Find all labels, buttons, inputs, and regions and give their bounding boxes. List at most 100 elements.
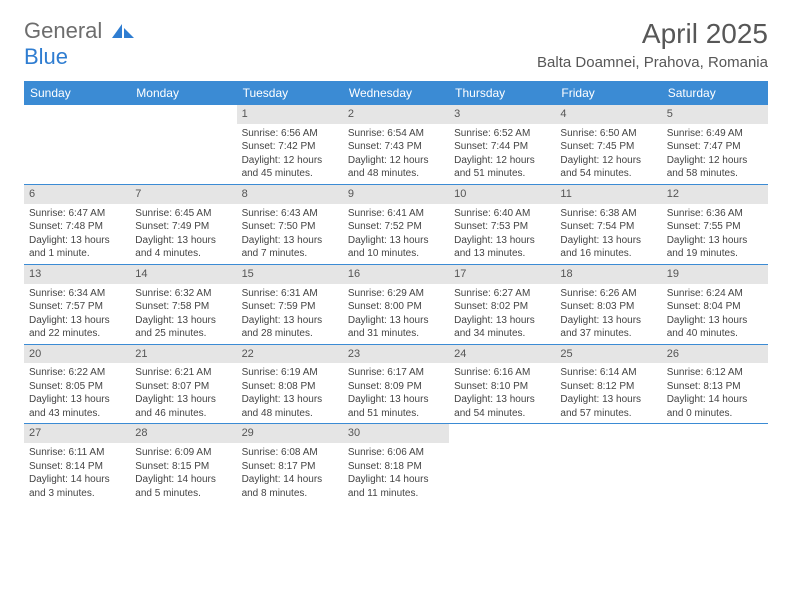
sunrise-text: Sunrise: 6:09 AM xyxy=(135,446,231,460)
sunrise-text: Sunrise: 6:36 AM xyxy=(667,207,763,221)
day-body: Sunrise: 6:31 AMSunset: 7:59 PMDaylight:… xyxy=(237,284,343,344)
day-number: 7 xyxy=(130,185,236,204)
sunset-text: Sunset: 7:57 PM xyxy=(29,300,125,314)
day-body: Sunrise: 6:34 AMSunset: 7:57 PMDaylight:… xyxy=(24,284,130,344)
day-cell: 22Sunrise: 6:19 AMSunset: 8:08 PMDayligh… xyxy=(237,345,343,424)
day-number: 17 xyxy=(449,265,555,284)
day-cell: 27Sunrise: 6:11 AMSunset: 8:14 PMDayligh… xyxy=(24,424,130,503)
sunset-text: Sunset: 8:05 PM xyxy=(29,380,125,394)
logo-word2: Blue xyxy=(24,44,68,69)
day-number: 24 xyxy=(449,345,555,364)
daylight-text: Daylight: 13 hours and 40 minutes. xyxy=(667,314,763,341)
sunrise-text: Sunrise: 6:41 AM xyxy=(348,207,444,221)
daylight-text: Daylight: 14 hours and 3 minutes. xyxy=(29,473,125,500)
logo-text: General Blue xyxy=(24,18,134,70)
sunrise-text: Sunrise: 6:40 AM xyxy=(454,207,550,221)
sunset-text: Sunset: 8:04 PM xyxy=(667,300,763,314)
weeks-container: 1Sunrise: 6:56 AMSunset: 7:42 PMDaylight… xyxy=(24,105,768,503)
daylight-text: Daylight: 13 hours and 4 minutes. xyxy=(135,234,231,261)
sunrise-text: Sunrise: 6:24 AM xyxy=(667,287,763,301)
location-text: Balta Doamnei, Prahova, Romania xyxy=(537,54,768,71)
day-number: 30 xyxy=(343,424,449,443)
sunrise-text: Sunrise: 6:22 AM xyxy=(29,366,125,380)
day-body: Sunrise: 6:52 AMSunset: 7:44 PMDaylight:… xyxy=(449,124,555,184)
day-body: Sunrise: 6:22 AMSunset: 8:05 PMDaylight:… xyxy=(24,363,130,423)
day-cell: 7Sunrise: 6:45 AMSunset: 7:49 PMDaylight… xyxy=(130,185,236,264)
dow-friday: Friday xyxy=(555,81,661,105)
sunset-text: Sunset: 8:07 PM xyxy=(135,380,231,394)
day-cell: 10Sunrise: 6:40 AMSunset: 7:53 PMDayligh… xyxy=(449,185,555,264)
sunset-text: Sunset: 8:03 PM xyxy=(560,300,656,314)
day-number: 25 xyxy=(555,345,661,364)
day-cell: 8Sunrise: 6:43 AMSunset: 7:50 PMDaylight… xyxy=(237,185,343,264)
sunrise-text: Sunrise: 6:06 AM xyxy=(348,446,444,460)
sunset-text: Sunset: 8:13 PM xyxy=(667,380,763,394)
day-number: 23 xyxy=(343,345,449,364)
day-cell: 4Sunrise: 6:50 AMSunset: 7:45 PMDaylight… xyxy=(555,105,661,184)
day-cell: 13Sunrise: 6:34 AMSunset: 7:57 PMDayligh… xyxy=(24,265,130,344)
day-body: Sunrise: 6:49 AMSunset: 7:47 PMDaylight:… xyxy=(662,124,768,184)
day-body: Sunrise: 6:56 AMSunset: 7:42 PMDaylight:… xyxy=(237,124,343,184)
daylight-text: Daylight: 13 hours and 7 minutes. xyxy=(242,234,338,261)
sunset-text: Sunset: 8:00 PM xyxy=(348,300,444,314)
daylight-text: Daylight: 13 hours and 37 minutes. xyxy=(560,314,656,341)
day-cell: 15Sunrise: 6:31 AMSunset: 7:59 PMDayligh… xyxy=(237,265,343,344)
week-row: 6Sunrise: 6:47 AMSunset: 7:48 PMDaylight… xyxy=(24,185,768,265)
day-number: 10 xyxy=(449,185,555,204)
sunset-text: Sunset: 7:45 PM xyxy=(560,140,656,154)
day-number: 4 xyxy=(555,105,661,124)
daylight-text: Daylight: 13 hours and 28 minutes. xyxy=(242,314,338,341)
day-number: 9 xyxy=(343,185,449,204)
daylight-text: Daylight: 13 hours and 22 minutes. xyxy=(29,314,125,341)
day-number: 21 xyxy=(130,345,236,364)
sunrise-text: Sunrise: 6:17 AM xyxy=(348,366,444,380)
day-number: 16 xyxy=(343,265,449,284)
day-number: 26 xyxy=(662,345,768,364)
day-cell xyxy=(449,424,555,503)
dow-sunday: Sunday xyxy=(24,81,130,105)
sunset-text: Sunset: 8:09 PM xyxy=(348,380,444,394)
sunrise-text: Sunrise: 6:52 AM xyxy=(454,127,550,141)
day-number: 11 xyxy=(555,185,661,204)
daylight-text: Daylight: 13 hours and 16 minutes. xyxy=(560,234,656,261)
day-number: 27 xyxy=(24,424,130,443)
day-cell: 21Sunrise: 6:21 AMSunset: 8:07 PMDayligh… xyxy=(130,345,236,424)
sunset-text: Sunset: 8:14 PM xyxy=(29,460,125,474)
calendar-page: General Blue April 2025 Balta Doamnei, P… xyxy=(0,0,792,521)
daylight-text: Daylight: 12 hours and 48 minutes. xyxy=(348,154,444,181)
daylight-text: Daylight: 13 hours and 46 minutes. xyxy=(135,393,231,420)
day-cell: 19Sunrise: 6:24 AMSunset: 8:04 PMDayligh… xyxy=(662,265,768,344)
sunrise-text: Sunrise: 6:29 AM xyxy=(348,287,444,301)
sunrise-text: Sunrise: 6:27 AM xyxy=(454,287,550,301)
day-number: 20 xyxy=(24,345,130,364)
day-number: 5 xyxy=(662,105,768,124)
sunrise-text: Sunrise: 6:56 AM xyxy=(242,127,338,141)
day-body: Sunrise: 6:47 AMSunset: 7:48 PMDaylight:… xyxy=(24,204,130,264)
sunset-text: Sunset: 7:49 PM xyxy=(135,220,231,234)
day-cell: 17Sunrise: 6:27 AMSunset: 8:02 PMDayligh… xyxy=(449,265,555,344)
day-cell: 25Sunrise: 6:14 AMSunset: 8:12 PMDayligh… xyxy=(555,345,661,424)
dow-monday: Monday xyxy=(130,81,236,105)
sunset-text: Sunset: 7:44 PM xyxy=(454,140,550,154)
week-row: 27Sunrise: 6:11 AMSunset: 8:14 PMDayligh… xyxy=(24,424,768,503)
day-of-week-header: Sunday Monday Tuesday Wednesday Thursday… xyxy=(24,81,768,105)
sunrise-text: Sunrise: 6:26 AM xyxy=(560,287,656,301)
day-number: 6 xyxy=(24,185,130,204)
sunset-text: Sunset: 7:42 PM xyxy=(242,140,338,154)
daylight-text: Daylight: 13 hours and 51 minutes. xyxy=(348,393,444,420)
sunset-text: Sunset: 7:43 PM xyxy=(348,140,444,154)
sunrise-text: Sunrise: 6:34 AM xyxy=(29,287,125,301)
calendar: Sunday Monday Tuesday Wednesday Thursday… xyxy=(24,81,768,503)
day-body: Sunrise: 6:08 AMSunset: 8:17 PMDaylight:… xyxy=(237,443,343,503)
day-number: 13 xyxy=(24,265,130,284)
daylight-text: Daylight: 12 hours and 58 minutes. xyxy=(667,154,763,181)
day-number: 28 xyxy=(130,424,236,443)
day-body: Sunrise: 6:11 AMSunset: 8:14 PMDaylight:… xyxy=(24,443,130,503)
sunset-text: Sunset: 8:17 PM xyxy=(242,460,338,474)
day-number: 15 xyxy=(237,265,343,284)
day-body: Sunrise: 6:17 AMSunset: 8:09 PMDaylight:… xyxy=(343,363,449,423)
logo-sail-icon xyxy=(112,22,134,38)
daylight-text: Daylight: 13 hours and 19 minutes. xyxy=(667,234,763,261)
sunset-text: Sunset: 7:58 PM xyxy=(135,300,231,314)
day-cell: 5Sunrise: 6:49 AMSunset: 7:47 PMDaylight… xyxy=(662,105,768,184)
